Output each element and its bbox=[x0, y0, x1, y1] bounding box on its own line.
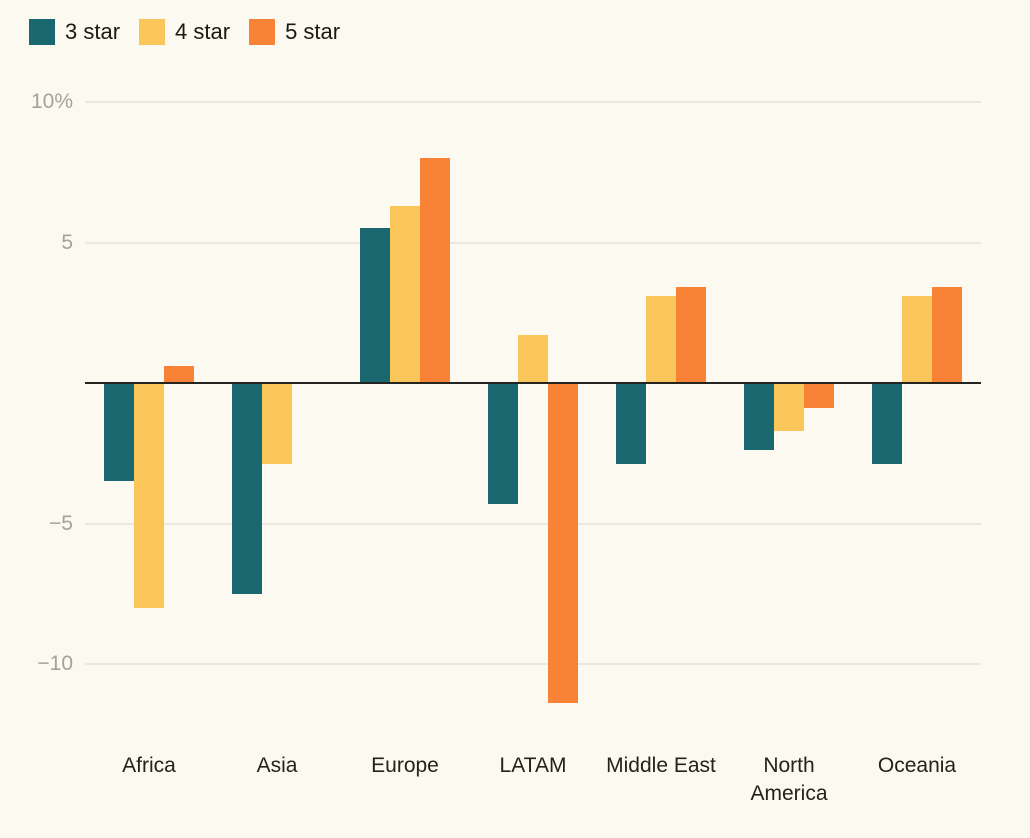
legend-item-4-star: 4 star bbox=[139, 19, 230, 45]
legend-item-3-star: 3 star bbox=[29, 19, 120, 45]
legend-swatch-4-star bbox=[139, 19, 166, 45]
x-axis-category-label: Middle East bbox=[606, 754, 716, 777]
bar-3-star-oceania bbox=[872, 383, 902, 465]
bar-5-star-africa bbox=[164, 366, 194, 383]
legend-label: 5 star bbox=[285, 19, 341, 44]
bar-3-star-latam bbox=[488, 383, 518, 504]
bar-4-star-middle-east bbox=[646, 295, 676, 383]
x-axis-category-label: Asia bbox=[256, 754, 298, 777]
y-axis-tick-label: 10% bbox=[30, 90, 73, 113]
bar-5-star-latam bbox=[548, 383, 578, 704]
bar-4-star-oceania bbox=[902, 295, 932, 383]
zero-axis-line bbox=[85, 382, 981, 384]
gridline bbox=[85, 241, 981, 244]
bar-5-star-north-america bbox=[804, 383, 834, 409]
bar-4-star-europe bbox=[390, 205, 420, 383]
x-axis-category-label: Oceania bbox=[877, 754, 957, 777]
bar-3-star-asia bbox=[232, 383, 262, 594]
gridline bbox=[85, 101, 981, 103]
legend-swatch-5-star bbox=[249, 19, 276, 45]
bar-5-star-middle-east bbox=[676, 287, 706, 383]
legend-swatch-3-star bbox=[29, 19, 55, 45]
bar-5-star-oceania bbox=[932, 287, 962, 383]
bar-4-star-latam bbox=[518, 335, 548, 383]
bar-4-star-north-america bbox=[774, 383, 804, 431]
bar-4-star-asia bbox=[262, 383, 292, 465]
bar-4-star-africa bbox=[134, 383, 164, 608]
bar-5-star-europe bbox=[420, 158, 450, 383]
bar-3-star-africa bbox=[104, 383, 134, 482]
x-axis-category-label: Europe bbox=[371, 754, 439, 777]
y-axis-tick-label: −5 bbox=[49, 511, 73, 535]
x-axis-category-label: LATAM bbox=[499, 754, 567, 777]
gridline bbox=[85, 663, 981, 665]
legend-label: 3 star bbox=[65, 19, 121, 44]
bar-3-star-europe bbox=[360, 228, 390, 383]
y-axis-tick-label: −10 bbox=[37, 652, 73, 675]
bar-3-star-north-america bbox=[744, 383, 774, 451]
y-axis-tick-label: 5 bbox=[61, 230, 73, 254]
x-axis-category-label: North America bbox=[750, 754, 828, 805]
x-axis-category-label: Africa bbox=[122, 754, 176, 777]
legend-item-5-star: 5 star bbox=[249, 19, 340, 45]
bar-3-star-middle-east bbox=[616, 383, 646, 465]
legend: 3 star 4 star 5 star bbox=[29, 19, 340, 45]
legend-label: 4 star bbox=[175, 19, 231, 44]
gridline bbox=[85, 522, 981, 525]
